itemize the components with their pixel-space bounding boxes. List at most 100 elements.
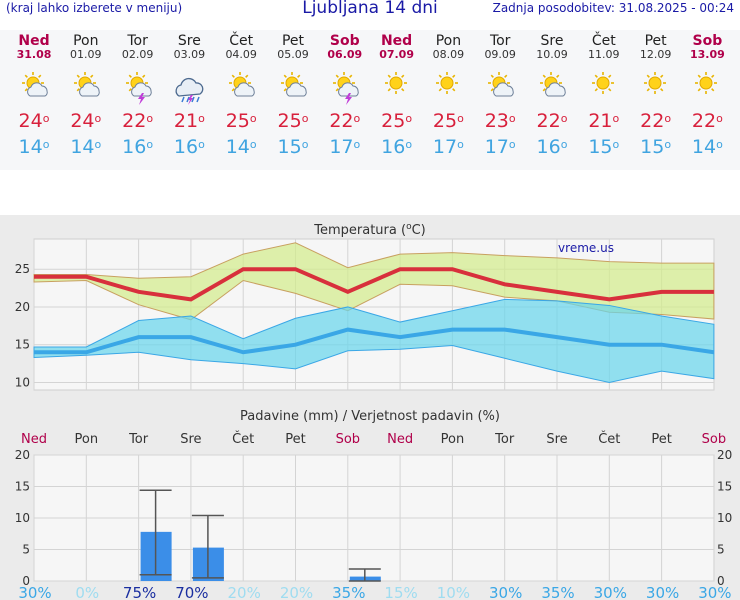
day-date: 12.09 xyxy=(639,48,672,61)
probability-label: 70% xyxy=(175,584,208,600)
y-tick-label-right: 20 xyxy=(717,448,732,462)
day-name: Sob xyxy=(329,33,360,49)
sun-icon xyxy=(643,72,666,94)
temp-min-value: 16 xyxy=(381,136,406,158)
probability-label: 20% xyxy=(228,584,261,600)
temp-min: 16o xyxy=(526,136,578,158)
day-label: Pet xyxy=(285,432,305,447)
probability-label: 30% xyxy=(18,584,51,600)
temp-max: 22o xyxy=(681,110,733,132)
day-label: Sob xyxy=(336,432,360,447)
day-date: 08.09 xyxy=(432,48,465,61)
day-date: 09.09 xyxy=(484,48,516,61)
day-label: Sre xyxy=(546,432,567,447)
day-date: 02.09 xyxy=(121,48,154,61)
last-update: Zadnja posodobitev: 31.08.2025 - 00:24 xyxy=(492,1,734,15)
y-tick-label-right: 0 xyxy=(717,574,725,588)
min-temp-line xyxy=(34,327,715,355)
degree-symbol: o xyxy=(508,138,516,151)
day-column: Sre 10.09 22o 16o xyxy=(526,30,578,158)
day-name: Ned xyxy=(380,33,413,49)
day-column: Tor 02.09 22o 16o xyxy=(112,30,164,158)
probability-label: 30% xyxy=(646,584,679,600)
temp-max: 21o xyxy=(578,110,630,132)
precipitation-chart: Padavine (mm) / Verjetnost padavin (%) Ne… xyxy=(15,409,733,600)
temp-max-value: 24 xyxy=(18,110,43,132)
probability-label: 30% xyxy=(594,584,627,600)
sun-cloud-icon xyxy=(73,72,100,97)
day-name: Sob xyxy=(692,33,723,49)
temp-max-value: 23 xyxy=(484,110,509,132)
temp-max-value: 22 xyxy=(329,110,354,132)
day-name: Tor xyxy=(127,33,148,49)
y-tick-label-left: 10 xyxy=(15,511,30,525)
temp-max-value: 25 xyxy=(225,110,250,132)
temp-min: 16o xyxy=(371,136,423,158)
day-name: Sre xyxy=(540,33,564,49)
temp-min: 17o xyxy=(319,136,371,158)
temp-max-value: 22 xyxy=(640,110,665,132)
temp-min-value: 15 xyxy=(277,136,302,158)
day-date: 05.09 xyxy=(277,48,309,61)
temp-max: 24o xyxy=(60,110,112,132)
degree-symbol: o xyxy=(612,138,620,151)
day-name: Sre xyxy=(177,33,201,49)
y-tick-label-left: 5 xyxy=(22,543,30,557)
temp-max: 25o xyxy=(422,110,474,132)
min-temp-band xyxy=(33,298,715,383)
degree-symbol: o xyxy=(353,112,361,125)
probability-label: 15% xyxy=(384,584,417,600)
chart-title: Temperatura (oC) xyxy=(313,222,425,238)
temp-min: 15o xyxy=(267,136,319,158)
day-column: Ned 07.09 25o 16o xyxy=(371,30,423,158)
sun-cloud-storm-icon xyxy=(332,72,359,105)
temp-min-value: 14 xyxy=(225,136,250,158)
day-label: Tor xyxy=(494,432,515,447)
temp-max-value: 25 xyxy=(277,110,302,132)
degree-symbol: o xyxy=(664,138,672,151)
temp-max-value: 21 xyxy=(173,110,199,132)
temp-min: 14o xyxy=(215,136,267,158)
degree-symbol: o xyxy=(301,138,309,151)
degree-symbol: o xyxy=(94,112,102,125)
day-label: Sre xyxy=(180,432,201,447)
day-date: 10.09 xyxy=(536,48,568,61)
temp-min-value: 15 xyxy=(640,136,665,158)
charts-panel: Temperatura (oC) 10 15 20 25 vreme.us Padavin… xyxy=(0,215,740,600)
y-tick-label: 25 xyxy=(15,262,30,276)
day-date: 06.09 xyxy=(327,48,363,61)
temp-max-value: 25 xyxy=(432,110,458,132)
temp-max: 22o xyxy=(112,110,164,132)
temp-min: 16o xyxy=(112,136,164,158)
degree-symbol: o xyxy=(457,138,464,151)
temp-max: 25o xyxy=(215,110,267,132)
temp-min-value: 16 xyxy=(122,136,147,158)
probability-label: 35% xyxy=(541,584,574,600)
day-name: Tor xyxy=(489,33,511,49)
degree-symbol: o xyxy=(198,138,205,151)
temp-max: 25o xyxy=(371,110,423,132)
temp-min-value: 17 xyxy=(484,136,509,158)
sun-icon xyxy=(591,72,614,94)
temp-min: 15o xyxy=(630,136,682,158)
y-tick-label: 20 xyxy=(15,300,30,314)
temp-min: 14o xyxy=(8,136,60,158)
degree-symbol: o xyxy=(198,112,205,125)
temperature-chart: Temperatura (oC) 10 15 20 25 vreme.us xyxy=(15,222,715,391)
sun-cloud-icon xyxy=(540,72,566,97)
day-date: 13.09 xyxy=(689,48,725,61)
temp-min: 17o xyxy=(474,136,526,158)
temp-max: 22o xyxy=(319,110,371,132)
day-column: Sob 13.09 22o 14o xyxy=(681,30,733,158)
sun-icon xyxy=(695,72,718,94)
y-tick-label-left: 20 xyxy=(15,448,30,462)
day-column: Ned 31.08 24o 14o xyxy=(8,30,60,158)
temp-min-value: 14 xyxy=(70,136,95,158)
temp-max-value: 24 xyxy=(70,110,95,132)
degree-symbol: o xyxy=(249,112,257,125)
day-label: Čet xyxy=(598,431,620,447)
temp-max-value: 22 xyxy=(691,110,717,132)
temp-min: 16o xyxy=(163,136,215,158)
degree-symbol: o xyxy=(42,112,50,125)
temp-max-value: 22 xyxy=(122,110,147,132)
